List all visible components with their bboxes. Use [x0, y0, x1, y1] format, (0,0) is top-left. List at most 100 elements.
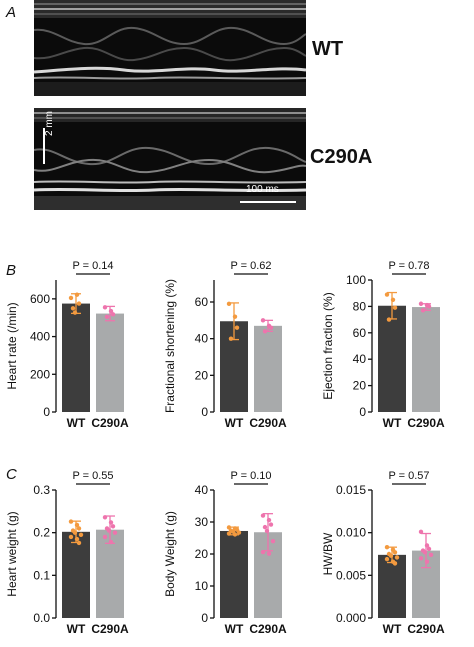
y-tick-label: 0.2 — [33, 526, 50, 540]
data-point — [226, 525, 232, 530]
scale-bar-x-label: 100 ms — [246, 184, 279, 195]
bar-c290a — [96, 313, 124, 412]
y-tick-label: 200 — [30, 367, 50, 381]
scale-bar-y-label: 2 mm — [44, 111, 55, 136]
p-value-label: P = 0.10 — [230, 470, 271, 482]
panel-b-letter: B — [6, 262, 17, 279]
data-point — [260, 318, 266, 323]
data-point — [108, 308, 114, 314]
bar-wt — [378, 305, 406, 412]
y-axis-label: Ejection fraction (%) — [321, 292, 335, 399]
y-axis-label: Heart rate (/min) — [5, 302, 19, 389]
y-tick-label: 600 — [30, 292, 50, 306]
echo-wt-label: WT — [312, 38, 344, 60]
data-point — [226, 301, 232, 307]
y-tick-label: 0.1 — [33, 568, 50, 582]
p-value-label: P = 0.55 — [72, 470, 113, 482]
data-point — [102, 515, 108, 520]
data-point — [428, 552, 434, 558]
ejection-fraction-chart: Ejection fraction (%) 0 20 40 60 80 100 WT C290A… — [316, 252, 474, 436]
y-tick-label: 0 — [201, 405, 208, 419]
data-point — [418, 529, 424, 535]
y-axis-label: Fractional shortening (%) — [163, 279, 177, 413]
bar-c290a — [254, 325, 282, 412]
p-value-label: P = 0.62 — [230, 260, 271, 272]
data-point — [228, 336, 234, 341]
data-point — [262, 329, 268, 334]
data-point — [422, 550, 428, 555]
y-tick-label: 0.015 — [336, 483, 366, 497]
hw-bw-svg: HW/BW 0.000 0.005 0.010 0.015 WT C290A P = 0.57 — [321, 470, 445, 636]
data-point — [418, 301, 424, 306]
data-point — [236, 530, 242, 535]
data-point — [72, 530, 78, 535]
data-point — [426, 304, 432, 309]
data-point — [392, 550, 398, 555]
data-point — [68, 534, 74, 540]
y-tick-label: 40 — [195, 332, 209, 346]
bar-wt — [220, 530, 248, 618]
data-point — [266, 551, 272, 556]
body-weight-svg: Body Weight (g) 0 10 20 30 40 WT C290A P = 0.10 — [163, 470, 287, 636]
body-weight-chart: Body Weight (g) 0 10 20 30 40 WT C290A P = 0.10 — [158, 462, 316, 642]
y-axis-label: Body Weight (g) — [163, 511, 177, 597]
heart-rate-chart: Heart rate (/min) 0 200 400 600 WT C290A P = 0.… — [0, 252, 158, 436]
data-point — [260, 549, 266, 555]
y-tick-label: 40 — [353, 352, 367, 366]
y-tick-label: 80 — [353, 299, 367, 313]
data-point — [384, 292, 390, 297]
x-tick-label: WT — [67, 622, 86, 636]
panel-a-letter: A — [6, 4, 17, 21]
panel-c-letter: C — [6, 466, 17, 483]
data-point — [420, 308, 426, 313]
data-point — [394, 555, 400, 560]
y-tick-label: 60 — [353, 326, 367, 340]
data-point — [76, 301, 82, 306]
heart-weight-chart: Heart weight (g) 0.0 0.1 0.2 0.3 WT C290A P = 0… — [0, 462, 158, 642]
data-point — [102, 305, 108, 310]
p-value-label: P = 0.57 — [388, 470, 429, 482]
data-point — [262, 524, 268, 530]
data-point — [388, 553, 394, 558]
data-point — [76, 526, 82, 531]
y-tick-label: 0.000 — [336, 611, 366, 625]
x-tick-label: WT — [225, 622, 244, 636]
y-tick-label: 0.0 — [33, 611, 50, 625]
y-tick-label: 100 — [346, 273, 366, 287]
data-point — [112, 530, 118, 535]
bar-wt — [62, 303, 90, 412]
p-value-label: P = 0.78 — [388, 260, 429, 272]
data-point — [110, 524, 116, 529]
fractional-shortening-chart: Fractional shortening (%) 0 20 40 60 WT C290A P… — [158, 252, 316, 436]
x-tick-label: C290A — [249, 622, 287, 636]
y-tick-label: 0.3 — [33, 483, 50, 497]
data-point — [268, 522, 274, 527]
fractional-shortening-svg: Fractional shortening (%) 0 20 40 60 WT C290A P… — [163, 260, 287, 430]
bar-wt — [62, 531, 90, 618]
y-tick-label: 400 — [30, 330, 50, 344]
data-point — [270, 539, 276, 544]
data-point — [386, 317, 392, 322]
echo-c290a-label: C290A — [310, 146, 373, 168]
data-point — [232, 532, 238, 537]
bar-wt — [378, 554, 406, 618]
y-tick-label: 0 — [43, 405, 50, 419]
data-point — [266, 517, 272, 523]
echo-c290a-image: 2 mm 100 ms — [34, 108, 306, 210]
y-tick-label: 40 — [195, 483, 209, 497]
y-tick-label: 0.005 — [336, 568, 366, 582]
data-point — [232, 314, 238, 319]
bar-c290a — [96, 529, 124, 618]
data-point — [384, 556, 390, 562]
data-point — [424, 543, 430, 548]
x-tick-label: WT — [383, 622, 402, 636]
data-point — [74, 536, 80, 542]
data-point — [264, 528, 270, 534]
data-point — [108, 539, 114, 545]
x-tick-label: C290A — [249, 416, 287, 430]
data-point — [68, 295, 74, 301]
heart-weight-svg: Heart weight (g) 0.0 0.1 0.2 0.3 WT C290A P = 0… — [5, 470, 129, 636]
data-point — [418, 556, 424, 561]
data-point — [268, 325, 274, 330]
data-point — [108, 520, 114, 525]
